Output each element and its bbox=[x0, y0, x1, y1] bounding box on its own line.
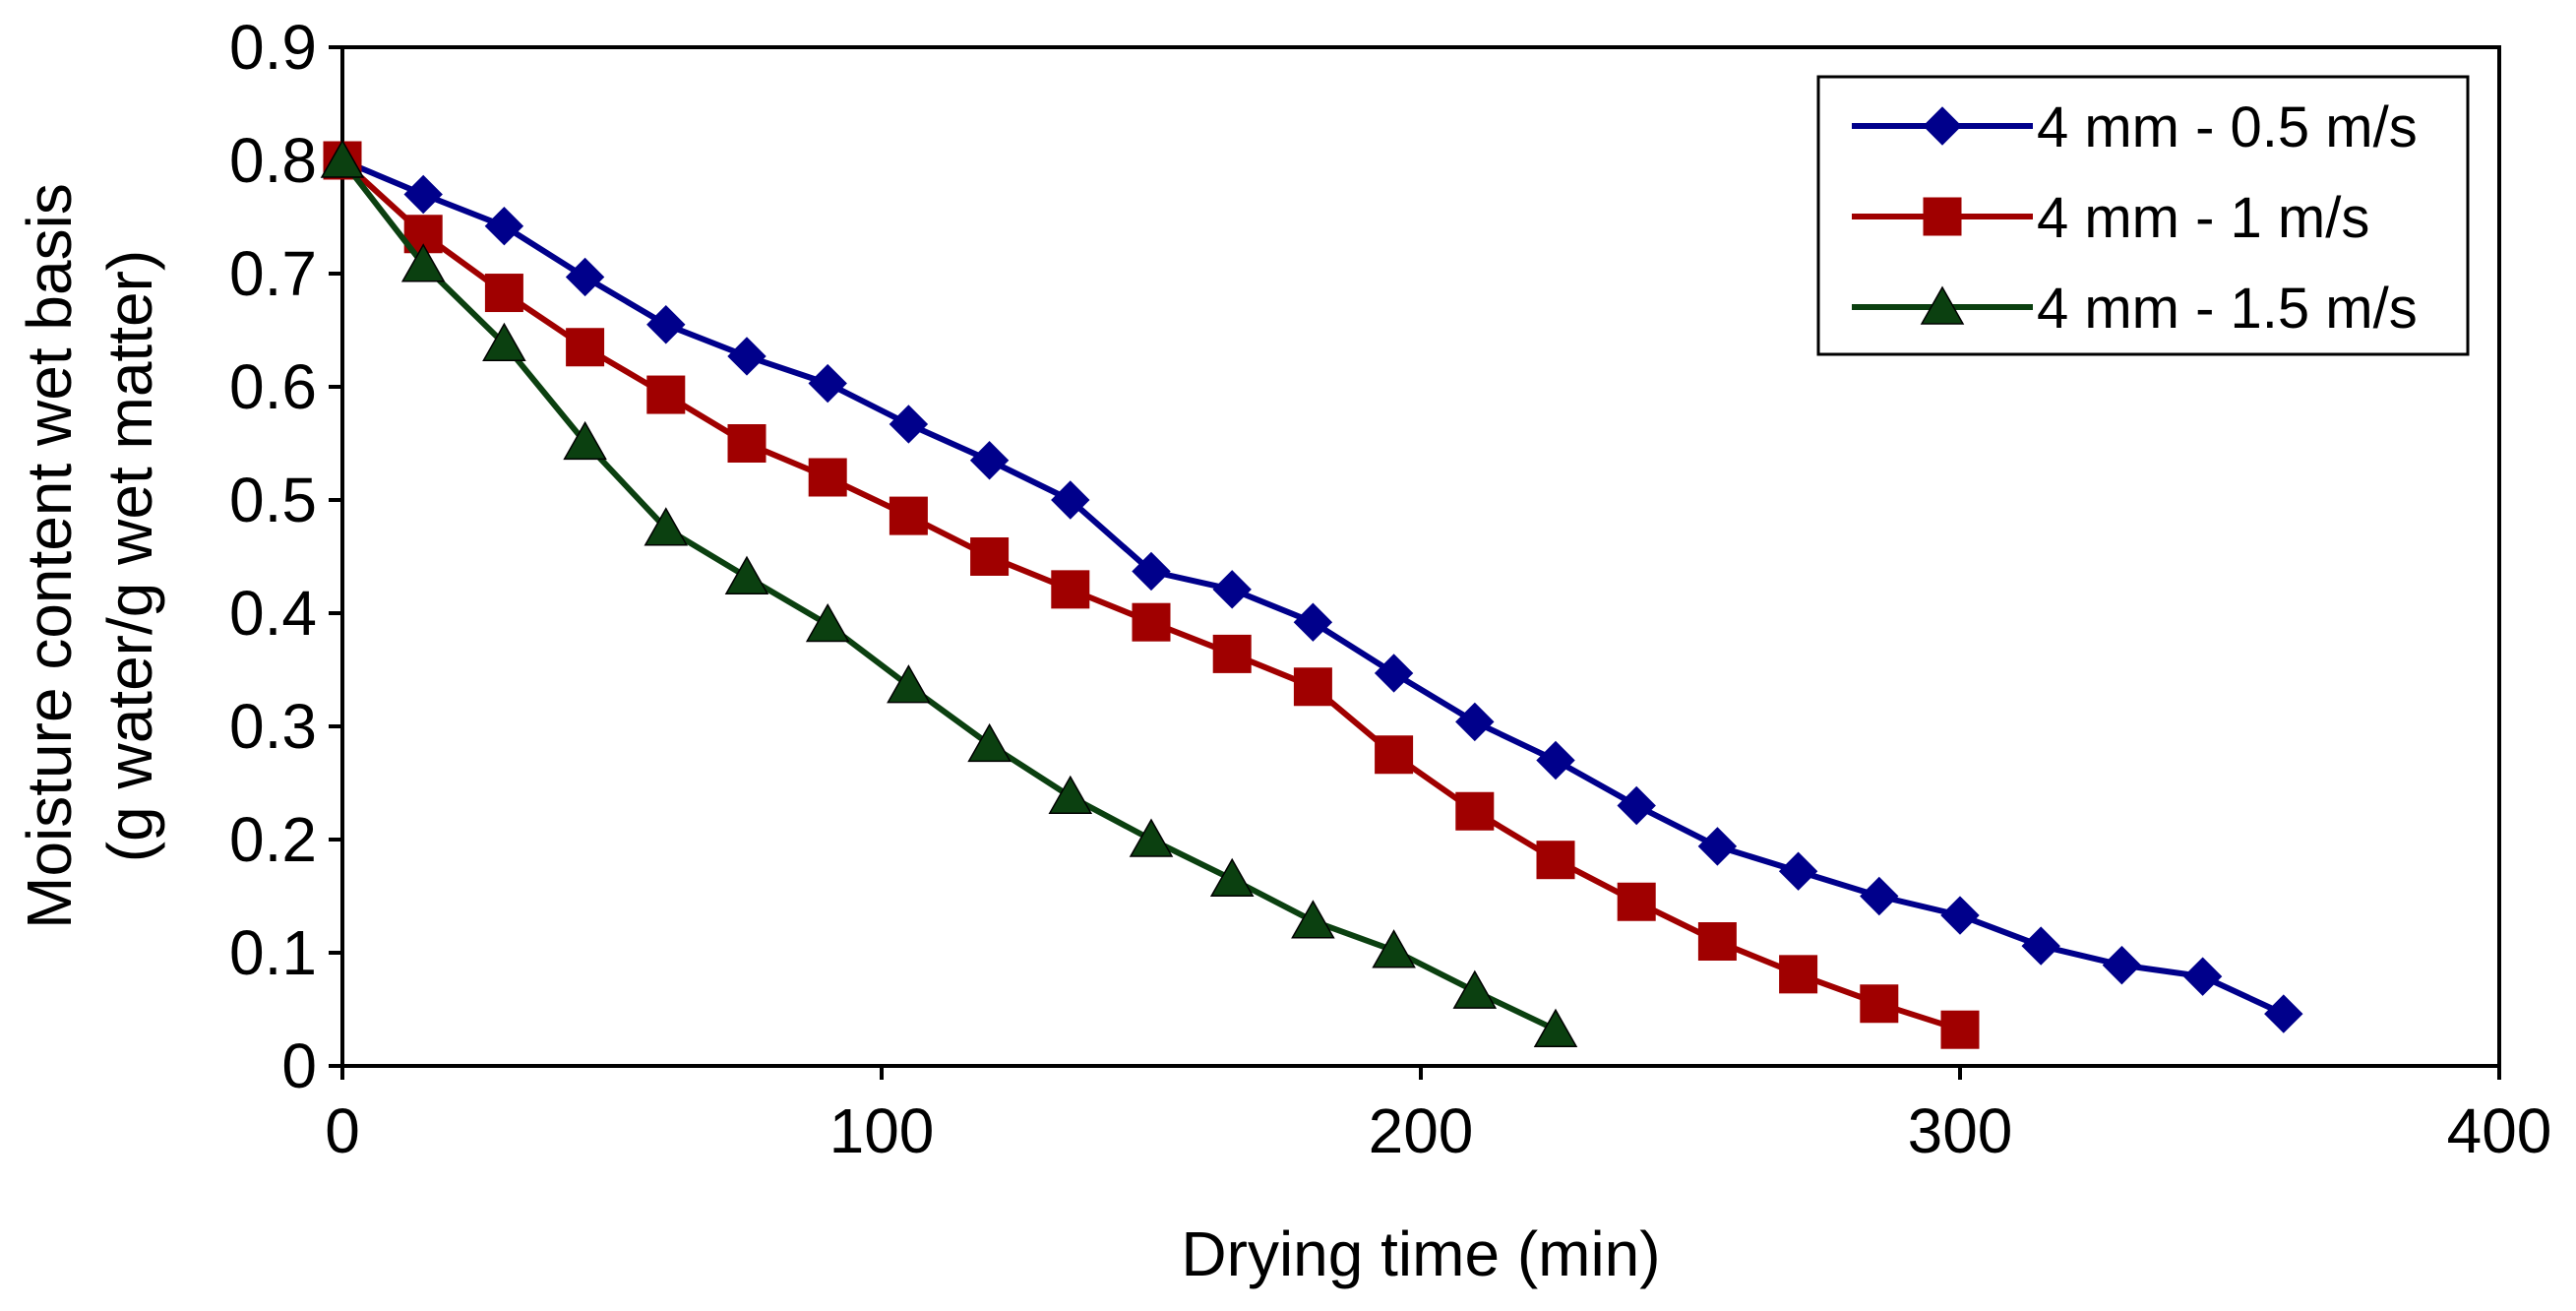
y-tick-label: 0.8 bbox=[229, 125, 317, 196]
data-point bbox=[1536, 841, 1575, 880]
data-point bbox=[1212, 634, 1252, 673]
data-point bbox=[969, 441, 1010, 480]
x-tick-label: 400 bbox=[2447, 1095, 2552, 1166]
data-point bbox=[887, 664, 931, 704]
data-point bbox=[808, 458, 847, 497]
data-point bbox=[727, 337, 767, 376]
series-line bbox=[339, 158, 1558, 1032]
y-tick-label: 0.9 bbox=[229, 12, 317, 83]
y-axis-title: Moisture content wet basis (g water/g we… bbox=[14, 183, 165, 929]
data-point bbox=[646, 375, 686, 414]
x-tick-label: 300 bbox=[1908, 1095, 2013, 1166]
data-point bbox=[2102, 945, 2142, 985]
data-point bbox=[805, 602, 850, 643]
data-point bbox=[889, 405, 929, 444]
data-point bbox=[1940, 896, 1980, 935]
data-point bbox=[1293, 602, 1333, 642]
data-point bbox=[889, 496, 928, 535]
legend-label: 4 mm - 1.5 m/s bbox=[2037, 277, 2418, 341]
data-point bbox=[724, 555, 769, 594]
data-point bbox=[1778, 851, 1818, 891]
y-tick-label: 0.6 bbox=[229, 351, 317, 422]
legend-label: 4 mm - 0.5 m/s bbox=[2037, 95, 2418, 159]
data-point bbox=[1051, 480, 1090, 520]
data-point bbox=[1536, 740, 1575, 780]
y-tick-label: 0.7 bbox=[229, 238, 317, 309]
legend-entry: 4 mm - 0.5 m/s bbox=[1852, 95, 2418, 159]
data-point bbox=[1452, 969, 1498, 1009]
y-axis-title-line2: (g water/g wet matter) bbox=[94, 250, 165, 862]
legend: 4 mm - 0.5 m/s 4 mm - 1 m/s 4 mm - 1.5 m/s bbox=[1816, 75, 2470, 356]
legend-entry: 4 mm - 1.5 m/s bbox=[1852, 277, 2418, 341]
legend-marker bbox=[1923, 197, 1962, 236]
data-point bbox=[727, 424, 767, 463]
data-point bbox=[1132, 551, 1171, 592]
y-axis-title-line1: Moisture content wet basis bbox=[14, 183, 85, 929]
data-point bbox=[320, 139, 365, 178]
data-point bbox=[484, 206, 524, 246]
data-point bbox=[1860, 984, 1899, 1024]
data-point bbox=[646, 305, 686, 344]
data-point bbox=[1051, 570, 1090, 609]
data-point bbox=[2264, 994, 2303, 1033]
data-point bbox=[403, 174, 443, 215]
data-point bbox=[1860, 876, 1899, 916]
legend-label: 4 mm - 1 m/s bbox=[2037, 186, 2369, 250]
data-point bbox=[400, 243, 446, 282]
legend-items: 4 mm - 0.5 m/s 4 mm - 1 m/s 4 mm - 1.5 m/s bbox=[1852, 95, 2418, 341]
data-point bbox=[1209, 857, 1255, 897]
data-point bbox=[1129, 818, 1174, 857]
data-point bbox=[1374, 654, 1414, 693]
data-point bbox=[1455, 702, 1495, 742]
series-triangle bbox=[320, 139, 1578, 1047]
data-point bbox=[2021, 926, 2060, 966]
y-tick-label: 0.2 bbox=[229, 804, 317, 875]
y-tick-label: 0.5 bbox=[229, 465, 317, 535]
series-layer bbox=[320, 139, 2303, 1049]
x-tick-label: 200 bbox=[1369, 1095, 1474, 1166]
x-tick-label: 0 bbox=[325, 1095, 360, 1166]
data-point bbox=[1940, 1010, 1980, 1049]
data-point bbox=[1697, 827, 1738, 866]
data-point bbox=[2182, 957, 2223, 996]
data-point bbox=[484, 274, 523, 313]
data-point bbox=[1212, 570, 1252, 609]
y-axis: 0 0.1 0.2 0.3 0.4 0.5 0.6 0.7 0.8 0.9 bbox=[229, 12, 342, 1101]
data-point bbox=[1372, 929, 1416, 968]
y-tick-label: 0.1 bbox=[229, 917, 317, 988]
data-point bbox=[1293, 667, 1332, 707]
y-tick-label: 0.4 bbox=[229, 578, 317, 649]
data-point bbox=[970, 537, 1010, 576]
x-axis-title: Drying time (min) bbox=[1181, 1218, 1660, 1289]
data-point bbox=[1291, 900, 1335, 939]
data-point bbox=[1375, 735, 1414, 775]
data-point bbox=[1533, 1008, 1578, 1047]
data-point bbox=[1132, 602, 1171, 642]
data-point bbox=[1455, 791, 1495, 831]
data-point bbox=[566, 328, 605, 367]
x-tick-label: 100 bbox=[829, 1095, 935, 1166]
legend-marker bbox=[1923, 106, 1962, 146]
data-point bbox=[563, 420, 607, 461]
y-tick-label: 0 bbox=[281, 1030, 317, 1101]
y-tick-label: 0.3 bbox=[229, 691, 317, 762]
data-point bbox=[1617, 882, 1656, 921]
data-point bbox=[1617, 785, 1656, 826]
data-point bbox=[967, 722, 1012, 763]
data-point bbox=[1779, 955, 1818, 994]
data-point bbox=[644, 507, 689, 546]
legend-marker bbox=[1920, 285, 1965, 325]
data-point bbox=[482, 322, 526, 362]
x-axis: 0 100 200 300 400 bbox=[325, 1066, 2551, 1166]
data-point bbox=[565, 257, 605, 297]
legend-entry: 4 mm - 1 m/s bbox=[1852, 186, 2369, 250]
data-point bbox=[1048, 775, 1093, 815]
data-point bbox=[1697, 922, 1737, 961]
data-point bbox=[808, 363, 847, 404]
